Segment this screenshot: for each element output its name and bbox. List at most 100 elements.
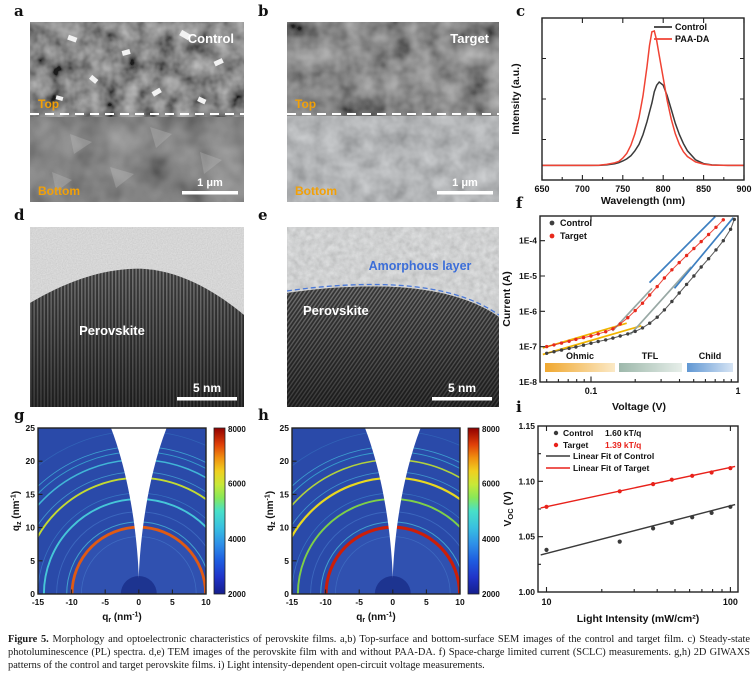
sem-b-scalebar bbox=[437, 191, 493, 195]
svg-text:1E-8: 1E-8 bbox=[519, 377, 537, 387]
sem-a-light-triangles bbox=[52, 127, 222, 192]
pl-ylabel: Intensity (a.u.) bbox=[510, 63, 522, 134]
sem-a-bright-flakes bbox=[55, 29, 224, 105]
sclc-frame bbox=[539, 215, 739, 383]
svg-text:800: 800 bbox=[656, 184, 671, 194]
svg-text:1.00: 1.00 bbox=[518, 587, 535, 597]
panel-letter-a: a bbox=[14, 2, 24, 20]
tem-e-interface-dashed-line bbox=[287, 283, 499, 316]
voc-legend-slope-control: 1.60 kT/q bbox=[605, 428, 641, 438]
svg-text:25: 25 bbox=[26, 423, 36, 433]
panel-e-tem-target: Amorphous layer Perovskite 5 nm bbox=[287, 227, 499, 407]
sclc-y-ticklabels: 1E-4 1E-5 1E-6 1E-7 1E-8 bbox=[519, 236, 537, 387]
svg-text:0: 0 bbox=[30, 589, 35, 599]
gw-g-xlabel: qr (nm-1) bbox=[102, 612, 142, 625]
svg-text:4000: 4000 bbox=[482, 535, 500, 544]
svg-text:1.05: 1.05 bbox=[518, 532, 535, 542]
sclc-legend-label-target: Target bbox=[560, 231, 587, 241]
sem-b-scalebar-label: 1 μm bbox=[452, 177, 478, 189]
svg-text:5: 5 bbox=[30, 556, 35, 566]
tem-e-scalebar-label: 5 nm bbox=[448, 381, 476, 395]
svg-text:10: 10 bbox=[26, 523, 36, 533]
pl-curve-paa-da bbox=[542, 30, 744, 167]
voc-legend: Control 1.60 kT/q Target 1.39 kT/q Linea… bbox=[546, 428, 654, 473]
panel-letter-b: b bbox=[258, 2, 269, 20]
voc-legend-fitlabel-control: Linear Fit of Control bbox=[573, 451, 654, 461]
svg-text:6000: 6000 bbox=[482, 480, 500, 489]
svg-text:6000: 6000 bbox=[228, 480, 246, 489]
svg-text:750: 750 bbox=[615, 184, 630, 194]
sem-a-scalebar-label: 1 μm bbox=[197, 177, 223, 189]
gw-h-colorbar bbox=[467, 427, 480, 595]
sclc-region-child-bar bbox=[687, 363, 733, 372]
tem-e-region-label: Perovskite bbox=[303, 303, 369, 318]
tem-e-shading bbox=[287, 286, 499, 407]
voc-legend-label-control: Control bbox=[563, 428, 593, 438]
sem-b-sample-label: Target bbox=[450, 31, 489, 46]
voc-frame bbox=[537, 425, 739, 593]
svg-text:10: 10 bbox=[455, 597, 465, 607]
gw-g-beamstop bbox=[120, 576, 157, 594]
gw-h-ticks bbox=[291, 427, 461, 595]
pl-x-ticklabels: 650 700 750 800 850 900 bbox=[534, 184, 751, 194]
svg-text:10: 10 bbox=[201, 597, 211, 607]
svg-text:20: 20 bbox=[280, 456, 290, 466]
figure-caption: Figure 5. Morphology and optoelectronic … bbox=[8, 634, 750, 673]
svg-text:0: 0 bbox=[284, 589, 289, 599]
svg-text:-10: -10 bbox=[65, 597, 78, 607]
panel-h-giwaxs-target: -15 -10 -5 0 5 10 0 5 10 15 20 25 qr (nm… bbox=[265, 423, 501, 624]
gw-g-colorbar bbox=[213, 427, 226, 595]
svg-text:2000: 2000 bbox=[228, 590, 246, 599]
figure-caption-text: Morphology and optoelectronic characteri… bbox=[8, 634, 750, 671]
voc-ylabel: VOC (V) bbox=[502, 491, 515, 526]
sem-b-bottom-label: Bottom bbox=[295, 184, 337, 198]
sclc-region-tfl-bar bbox=[619, 363, 682, 372]
voc-legend-slope-target: 1.39 kT/q bbox=[605, 440, 641, 450]
gw-g-missing-wedge bbox=[111, 428, 167, 578]
panel-c-pl-plot: 650 700 750 800 850 900 Wavelength (nm) … bbox=[510, 17, 752, 206]
panel-letter-h: h bbox=[258, 406, 269, 424]
gw-h-missing-wedge bbox=[365, 428, 421, 578]
svg-text:8000: 8000 bbox=[482, 425, 500, 434]
svg-text:1.10: 1.10 bbox=[518, 476, 535, 486]
gw-g-ylabel: qz (nm-1) bbox=[11, 491, 24, 531]
pl-legend: Control PAA-DA bbox=[654, 22, 710, 44]
svg-text:5: 5 bbox=[284, 556, 289, 566]
gw-h-colorbar-ticklabels: 8000 6000 4000 2000 bbox=[482, 425, 500, 599]
sclc-legend-marker-control bbox=[549, 220, 555, 226]
sclc-region-child-label: Child bbox=[699, 351, 722, 361]
svg-text:15: 15 bbox=[26, 489, 36, 499]
sem-b-top-tint bbox=[287, 22, 499, 116]
sclc-child-fit-control bbox=[673, 217, 735, 289]
voc-legend-label-target: Target bbox=[563, 440, 589, 450]
gw-g-frame bbox=[37, 427, 207, 595]
voc-x-ticklabels: 10 100 bbox=[541, 597, 737, 607]
svg-text:1E-4: 1E-4 bbox=[519, 236, 537, 246]
pl-xlabel: Wavelength (nm) bbox=[601, 195, 685, 206]
svg-text:1E-7: 1E-7 bbox=[519, 342, 537, 352]
svg-text:100: 100 bbox=[723, 597, 738, 607]
svg-text:5: 5 bbox=[170, 597, 175, 607]
sclc-region-tfl-label: TFL bbox=[642, 351, 659, 361]
gw-g-y-ticklabels: 0 5 10 15 20 25 bbox=[26, 423, 36, 599]
tem-e-amorphous-label: Amorphous layer bbox=[369, 259, 472, 273]
sclc-legend-label-control: Control bbox=[560, 218, 592, 228]
svg-text:850: 850 bbox=[696, 184, 711, 194]
svg-text:1E-5: 1E-5 bbox=[519, 271, 537, 281]
svg-text:700: 700 bbox=[575, 184, 590, 194]
pl-frame bbox=[541, 17, 745, 181]
panel-i-voc-plot: 1.00 1.05 1.10 1.15 10 100 Light Intensi… bbox=[502, 422, 739, 625]
sclc-legend: Control Target bbox=[549, 218, 592, 241]
sclc-ticks bbox=[540, 216, 732, 382]
figure-caption-label: Figure 5. bbox=[8, 634, 49, 645]
sclc-tfl-fit-control bbox=[629, 266, 692, 336]
svg-text:-5: -5 bbox=[355, 597, 363, 607]
voc-y-ticklabels: 1.00 1.05 1.10 1.15 bbox=[518, 422, 535, 597]
panel-letter-d: d bbox=[14, 206, 25, 224]
voc-fitline-target bbox=[540, 465, 736, 509]
svg-text:0: 0 bbox=[136, 597, 141, 607]
svg-text:1.15: 1.15 bbox=[518, 422, 535, 431]
svg-text:-15: -15 bbox=[32, 597, 45, 607]
gw-h-frame bbox=[291, 427, 461, 595]
svg-text:4000: 4000 bbox=[228, 535, 246, 544]
